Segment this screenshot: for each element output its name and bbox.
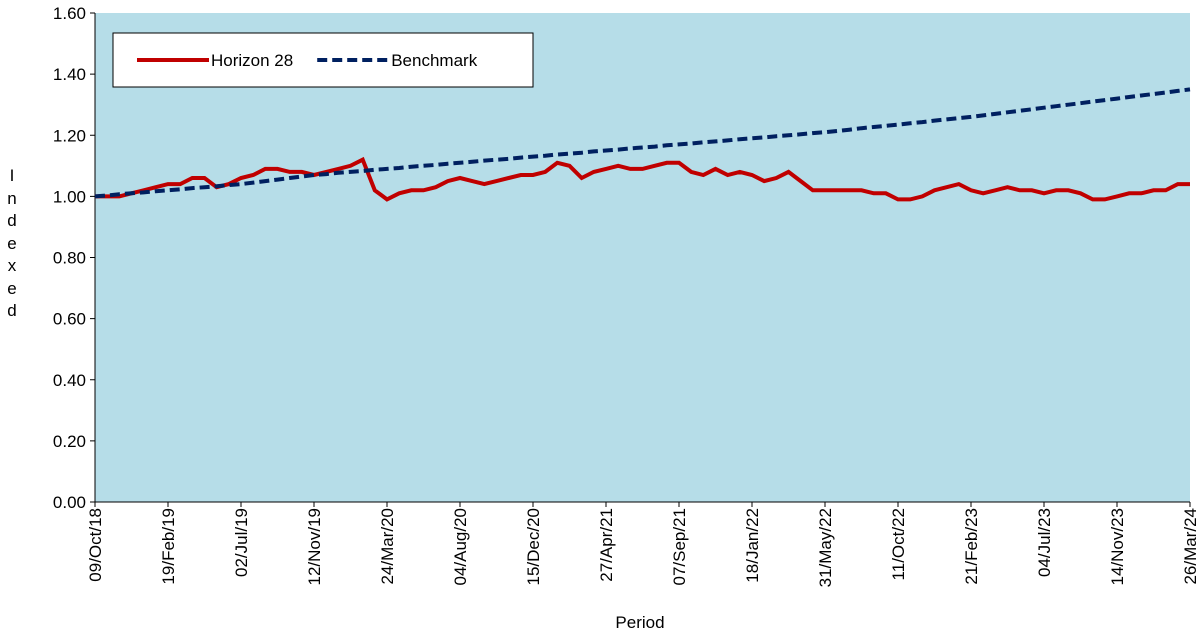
x-tick-label: 18/Jan/22 [743,508,762,583]
x-tick-label: 26/Mar/24 [1181,508,1200,585]
y-axis-title: Indexed [7,166,17,320]
legend-label: Horizon 28 [211,51,293,70]
x-tick-label: 02/Jul/19 [232,508,251,577]
series-line [94,87,1191,199]
y-tick-label: 0.20 [53,432,86,451]
plot-area [95,13,1190,502]
x-tick-label: 14/Nov/23 [1108,508,1127,586]
x-tick-label: 09/Oct/18 [86,508,105,582]
y-tick-label: 1.40 [53,65,86,84]
y-tick-label: 0.80 [53,249,86,268]
x-tick-label: 07/Sep/21 [670,508,689,586]
y-tick-label: 0.00 [53,493,86,512]
x-tick-label: 15/Dec/20 [524,508,543,586]
x-tick-label: 04/Jul/23 [1035,508,1054,577]
y-tick-label: 1.20 [53,126,86,145]
y-tick-label: 1.00 [53,187,86,206]
x-axis-title: Period [615,613,664,632]
x-tick-label: 12/Nov/19 [305,508,324,586]
series-line [95,156,1190,202]
y-tick-label: 0.40 [53,371,86,390]
x-tick-label: 27/Apr/21 [597,508,616,582]
legend-label: Benchmark [391,51,477,70]
x-tick-label: 19/Feb/19 [159,508,178,585]
y-tick-label: 0.60 [53,310,86,329]
x-tick-label: 11/Oct/22 [889,508,908,580]
x-tick-label: 21/Feb/23 [962,508,981,585]
x-tick-label: 31/May/22 [816,508,835,587]
x-tick-label: 04/Aug/20 [451,508,470,586]
y-tick-label: 1.60 [53,4,86,23]
x-tick-label: 24/Mar/20 [378,508,397,585]
